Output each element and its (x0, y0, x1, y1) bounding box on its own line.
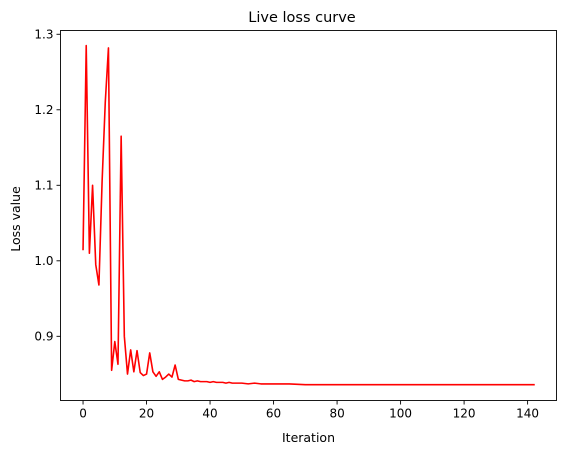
y-tick-label: 1.3 (34, 27, 53, 41)
y-tick-label: 1.2 (34, 103, 53, 117)
axes-frame (60, 30, 557, 401)
series-line-0 (82, 44, 535, 386)
x-tick-label: 80 (329, 407, 344, 421)
x-axis-label: Iteration (282, 430, 335, 445)
x-tick-label: 20 (139, 407, 154, 421)
plot-area: 0 20 40 60 80 100 120 140 0.9 1.0 1.1 1.2 1.3 (34, 27, 557, 421)
x-tick-label: 0 (79, 407, 87, 421)
x-tick-label: 100 (389, 407, 412, 421)
y-tick-label: 1.1 (34, 178, 53, 192)
x-tick-label: 120 (453, 407, 476, 421)
y-axis-label: Loss value (8, 186, 23, 252)
x-tick-label: 140 (516, 407, 539, 421)
y-tick-label: 0.9 (34, 329, 53, 343)
chart-title: Live loss curve (248, 10, 356, 26)
x-tick-label: 60 (266, 407, 281, 421)
x-tick-label: 40 (202, 407, 217, 421)
y-tick-label: 1.0 (34, 254, 53, 268)
